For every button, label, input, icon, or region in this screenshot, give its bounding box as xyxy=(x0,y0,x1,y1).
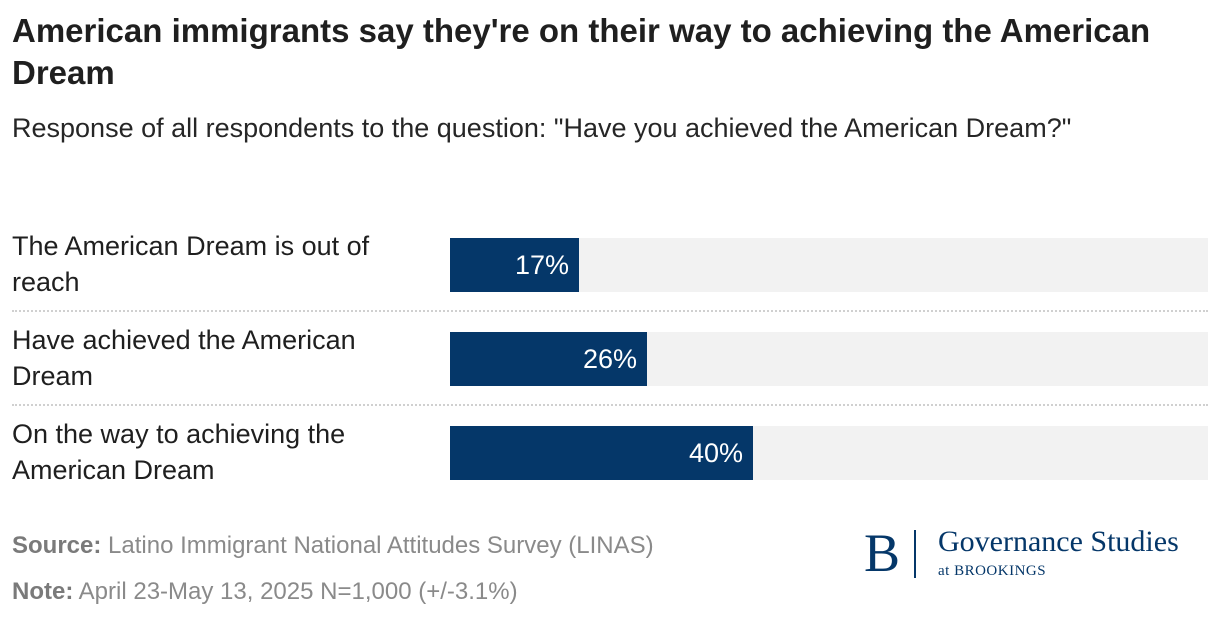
row-divider xyxy=(12,404,1208,406)
logo-name: Governance Studies xyxy=(938,525,1179,558)
bar-chart: The American Dream is out of reach 17% H… xyxy=(0,228,1220,490)
category-label: The American Dream is out of reach xyxy=(12,231,370,297)
source-label: Source: xyxy=(12,532,102,559)
note-line: Note: April 23-May 13, 2025 N=1,000 (+/-… xyxy=(12,578,518,606)
note-text: April 23-May 13, 2025 N=1,000 (+/-3.1%) xyxy=(78,578,518,605)
chart-title: American immigrants say they're on their… xyxy=(12,12,1151,91)
note-label: Note: xyxy=(12,578,74,605)
logo-sub-prefix: at xyxy=(938,563,950,579)
bar-row: On the way to achieving the American Dre… xyxy=(0,416,1220,510)
category-label: On the way to achieving the American Dre… xyxy=(12,419,346,485)
bar-row: Have achieved the American Dream 26% xyxy=(0,322,1220,416)
logo-divider xyxy=(914,530,916,578)
bar-track: 40% xyxy=(450,426,1208,480)
logo-letter: B xyxy=(864,523,901,583)
source-text: Latino Immigrant National Attitudes Surv… xyxy=(108,532,654,559)
chart-subtitle: Response of all respondents to the quest… xyxy=(12,113,1072,143)
bar-value-label: 26% xyxy=(582,344,637,374)
logo-subtitle: at BROOKINGS xyxy=(938,562,1046,580)
bar-track: 17% xyxy=(450,238,1208,292)
bar: 40% xyxy=(450,426,753,480)
bar-value-label: 40% xyxy=(688,438,743,468)
bar: 26% xyxy=(450,332,647,386)
category-label: Have achieved the American Dream xyxy=(12,325,356,391)
logo-sub-org: BROOKINGS xyxy=(954,563,1047,579)
brookings-logo: B Governance Studies at BROOKINGS xyxy=(864,524,1214,584)
bar-track: 26% xyxy=(450,332,1208,386)
bar-value-label: 17% xyxy=(514,250,569,280)
source-line: Source: Latino Immigrant National Attitu… xyxy=(12,532,654,560)
row-divider xyxy=(12,310,1208,312)
bar: 17% xyxy=(450,238,579,292)
bar-row: The American Dream is out of reach 17% xyxy=(0,228,1220,322)
